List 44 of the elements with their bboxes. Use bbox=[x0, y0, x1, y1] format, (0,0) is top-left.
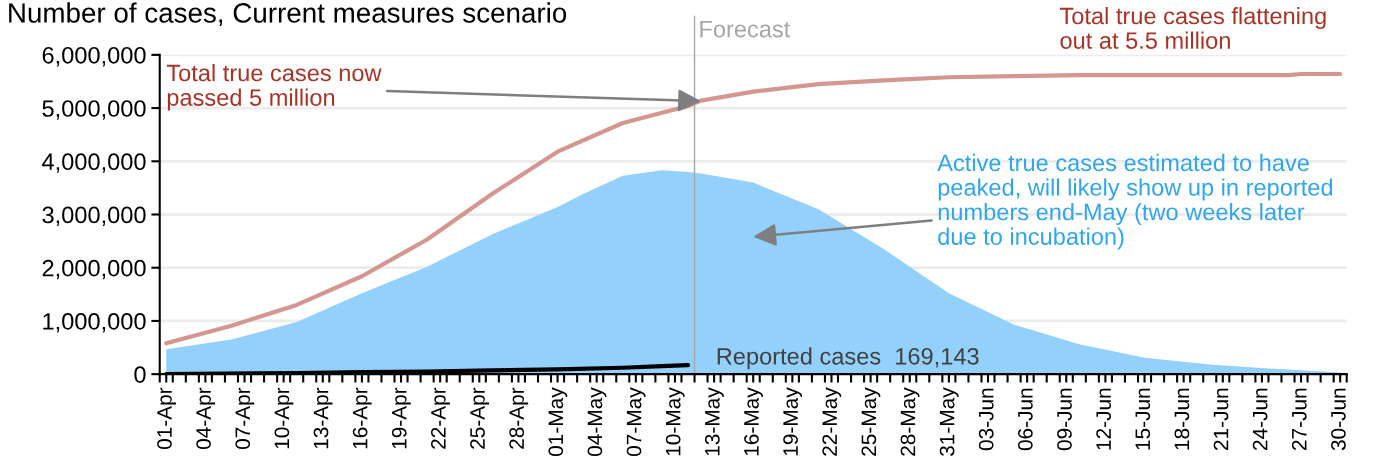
annotation: Total true cases now passed 5 million bbox=[166, 63, 382, 111]
x-tick-label: 12-Jun bbox=[1096, 388, 1111, 450]
x-tick-label: 13-Apr bbox=[313, 387, 333, 449]
x-tick-label: 27-Jun bbox=[1291, 388, 1307, 450]
y-tick-label: 6,000,000 bbox=[42, 46, 146, 67]
x-tick-label: 04-May bbox=[587, 387, 607, 456]
x-tick-label: 09-Jun bbox=[1057, 388, 1072, 451]
x-tick-label: 04-Apr bbox=[196, 387, 216, 450]
y-tick-label: 2,000,000 bbox=[42, 259, 146, 280]
text: Total true cases flattening out at 5.5 million bbox=[1059, 6, 1326, 49]
x-tick-label: 31-May bbox=[939, 387, 959, 457]
annotation: Reported cases 169,143 bbox=[717, 347, 979, 370]
x-tick-label: 07-Apr bbox=[235, 387, 255, 450]
x-tick-label: 18-Jun bbox=[1174, 388, 1190, 450]
x-tick-label: 01-Apr bbox=[157, 387, 176, 450]
y-tick-label: 0 bbox=[134, 366, 146, 383]
x-tick-label: 19-Apr bbox=[391, 387, 411, 449]
y-tick-label: 1,000,000 bbox=[43, 313, 146, 333]
x-tick-label: 16-Apr bbox=[352, 387, 372, 449]
y-tick-label: 5,000,000 bbox=[42, 100, 146, 120]
x-tick-label: 13-May bbox=[704, 387, 724, 456]
annotation: Active true cases estimated to have peaked, will likely show up in reported numbers end-May (two weeks later due to incubation) bbox=[937, 153, 1333, 250]
x-tick-label: 28-May bbox=[900, 387, 920, 456]
x-tick-label: 16-May bbox=[744, 387, 763, 456]
x-tick-label: 01-May bbox=[548, 387, 568, 456]
x-tick-label: 25-May bbox=[861, 387, 881, 456]
x-tick-label: 25-Apr bbox=[470, 387, 490, 449]
x-tick-label: 03-Jun bbox=[978, 388, 994, 451]
x-tick-label: 22-May bbox=[822, 387, 842, 456]
x-tick-label: 21-Jun bbox=[1213, 388, 1229, 450]
ref-line-label: Forecast bbox=[700, 20, 791, 38]
chart-title: Number of cases, Current measures scenario bbox=[9, 2, 567, 27]
y-tick-label: 4,000,000 bbox=[42, 153, 146, 173]
x-tick-label: 19-May bbox=[783, 387, 803, 456]
x-tick-label: 28-Apr bbox=[509, 387, 529, 449]
x-tick-label: 10-Apr bbox=[274, 387, 294, 449]
x-tick-label: 22-Apr bbox=[431, 387, 450, 449]
x-tick-label: 15-Jun bbox=[1135, 388, 1151, 450]
y-tick-label: 3,000,000 bbox=[42, 206, 146, 227]
x-tick-label: 24-Jun bbox=[1252, 388, 1268, 450]
x-tick-label: 07-May bbox=[626, 387, 646, 456]
x-tick-label: 30-Jun bbox=[1331, 388, 1346, 451]
x-tick-label: 10-May bbox=[665, 387, 685, 456]
x-tick-label: 06-Jun bbox=[1017, 388, 1033, 451]
